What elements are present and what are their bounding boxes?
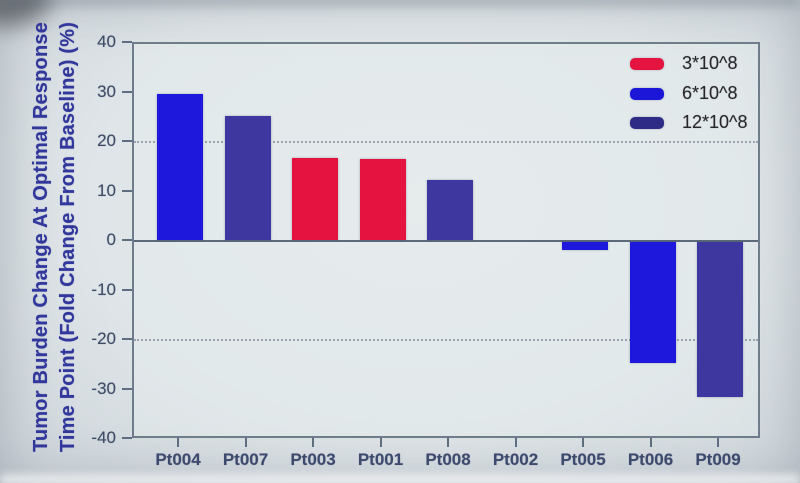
y-tick-20 (122, 140, 132, 142)
bar-Pt005 (562, 242, 608, 251)
y-tick-label--30: -30 (91, 378, 116, 398)
gridline--20 (134, 339, 758, 341)
y-tick-10 (122, 189, 132, 192)
legend-swatch-3*10^8 (630, 58, 664, 70)
y-tick-0 (122, 239, 132, 241)
y-tick--30 (122, 387, 132, 390)
x-category-label-Pt003: Pt003 (290, 450, 336, 469)
y-tick-label--20: -20 (91, 329, 116, 348)
x-tick-Pt007 (244, 438, 247, 447)
legend-swatch-12*10^8 (630, 117, 664, 129)
x-tick-Pt008 (447, 438, 449, 447)
y-tick-label--40: -40 (91, 428, 116, 447)
y-tick--40 (122, 437, 132, 439)
x-tick-Pt001 (379, 438, 382, 447)
photo-bottom-glare (0, 474, 800, 483)
bar-Pt009 (697, 242, 743, 397)
x-tick-Pt004 (177, 438, 179, 447)
x-category-label-Pt009: Pt009 (695, 450, 741, 469)
x-category-label-Pt004: Pt004 (155, 450, 201, 469)
x-category-label-Pt001: Pt001 (357, 450, 404, 469)
y-tick--10 (122, 288, 132, 291)
y-tick--20 (122, 338, 132, 340)
legend-label-12*10^8: 12*10^8 (682, 112, 748, 132)
y-tick-label-0: 0 (106, 230, 116, 249)
y-tick-30 (122, 90, 132, 93)
bar-Pt007 (224, 115, 271, 240)
y-axis-title-line1: Tumor Burden Change At Optimal Response (30, 21, 52, 453)
x-category-label-Pt006: Pt006 (627, 450, 674, 469)
y-tick-label--10: -10 (91, 279, 116, 299)
x-category-label-Pt007: Pt007 (222, 450, 269, 469)
x-tick-Pt003 (312, 438, 314, 447)
legend-label-3*10^8: 3*10^8 (682, 53, 738, 73)
zero-baseline (134, 240, 758, 242)
bar-Pt003 (292, 157, 338, 240)
bar-Pt001 (359, 158, 406, 240)
y-tick-label-30: 30 (97, 81, 116, 101)
bar-Pt004 (157, 93, 203, 240)
x-tick-Pt009 (717, 438, 719, 447)
y-tick-40 (122, 41, 132, 43)
x-category-label-Pt002: Pt002 (492, 450, 539, 469)
bar-Pt008 (427, 179, 473, 240)
y-tick-label-10: 10 (97, 180, 116, 200)
x-tick-Pt006 (649, 438, 652, 447)
x-category-label-Pt005: Pt005 (560, 450, 606, 469)
y-tick-label-20: 20 (97, 131, 116, 150)
x-tick-Pt002 (514, 438, 517, 447)
legend-label-6*10^8: 6*10^8 (682, 82, 738, 103)
bar-Pt006 (629, 242, 676, 364)
photo-top-shade (0, 0, 800, 6)
x-category-label-Pt008: Pt008 (425, 450, 471, 469)
x-tick-Pt005 (582, 438, 584, 447)
legend-swatch-6*10^8 (630, 87, 664, 100)
gridline-20 (134, 141, 758, 143)
y-tick-label-40: 40 (97, 32, 116, 51)
plot-area: 3*10^8 6*10^8 12*10^8 (132, 42, 760, 438)
